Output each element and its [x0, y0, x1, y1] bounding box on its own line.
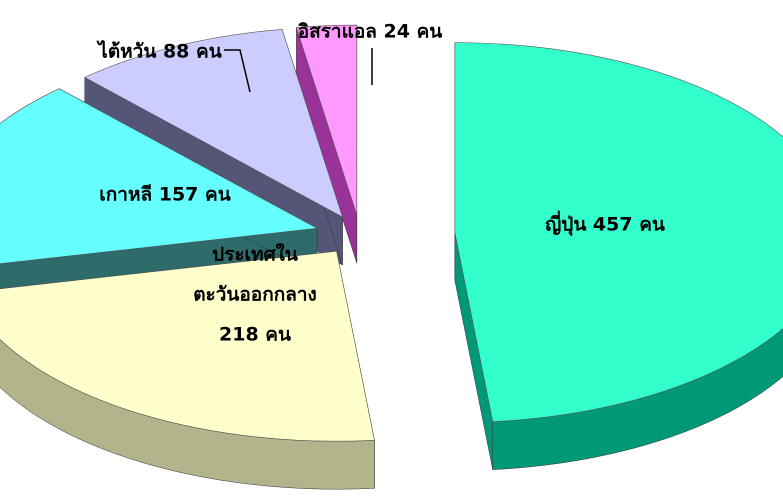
slice-label-korea: เกาหลี 157 คน	[99, 184, 230, 206]
slice-label-japan: ญี่ปุ่น 457 คน	[545, 211, 665, 237]
slice-label-middle-east: ประเทศใน	[212, 243, 298, 266]
slice-label-middle-east: ตะวันออกกลาง	[193, 284, 317, 306]
pie-slice-korea-top	[0, 88, 319, 264]
pie-slice-israel	[295, 24, 358, 264]
leader-line-taiwan	[224, 49, 251, 93]
pie-slice-japan-top	[454, 42, 783, 422]
pie-slice-israel-top	[295, 24, 358, 216]
pie-slice-japan-rim	[492, 328, 783, 470]
pie-slice-taiwan-top	[84, 29, 344, 218]
pie-slice-middle-east-top	[0, 250, 375, 442]
slice-label-middle-east: 218 คน	[219, 324, 291, 346]
slice-label-taiwan: ไต้หวัน 88 คน	[96, 40, 221, 63]
pie-slice-japan	[454, 42, 783, 470]
slice-label-israel: อิสราแอล 24 คน	[298, 21, 443, 43]
pie-slice-middle-east	[0, 250, 375, 490]
